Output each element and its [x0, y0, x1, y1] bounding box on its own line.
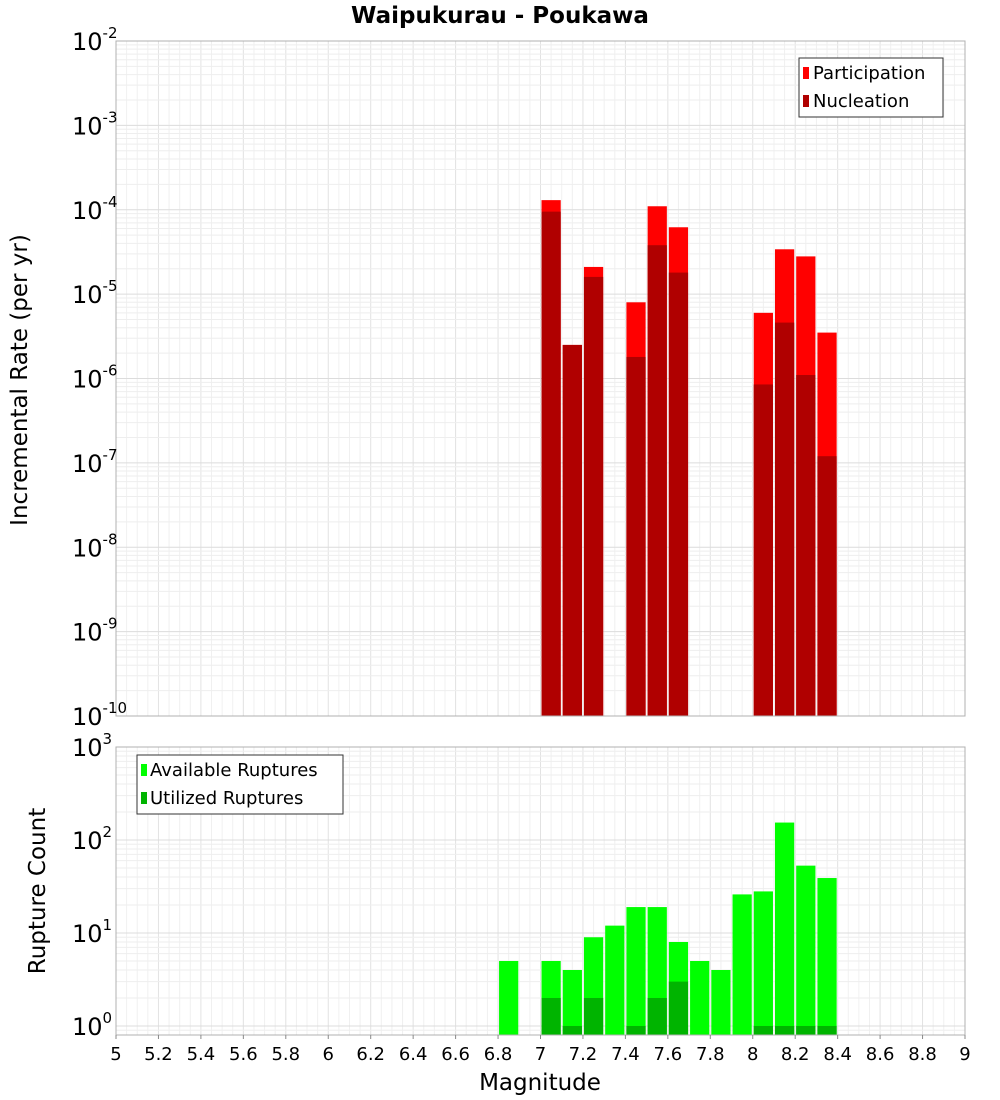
top-y-tick-label: 10-5: [72, 277, 118, 309]
top-y-axis-label: Incremental Rate (per yr): [7, 234, 33, 526]
top-y-tick-labels: 10-10 10-9 10-8 10-7 10-6 10-5 10-4 10-3 10-2: [72, 24, 127, 731]
top-y-tick-label: 10-2: [72, 24, 118, 56]
x-tick-label: 5.8: [271, 1044, 300, 1065]
top-y-tick-label: 10-3: [72, 108, 118, 140]
x-tick-label: 7.4: [611, 1044, 640, 1065]
legend-nucleation-label: Nucleation: [813, 91, 909, 112]
top-y-tick-label: 10-6: [72, 362, 118, 394]
bottom-bar-available-ruptures: [690, 960, 710, 1035]
x-tick-label: 5: [110, 1044, 121, 1065]
top-bars: [541, 200, 837, 717]
top-y-tick-label: 10-8: [72, 530, 118, 562]
top-y-tick-label: 10-4: [72, 193, 118, 225]
top-y-tick-label: 10-7: [72, 446, 118, 478]
top-bar-nucleation: [817, 456, 837, 716]
x-tick-label: 7: [535, 1044, 546, 1065]
top-bar-nucleation: [541, 211, 561, 716]
top-bar-nucleation: [668, 272, 689, 716]
bottom-bar-utilized-ruptures: [647, 997, 667, 1035]
top-grid: [115, 40, 966, 717]
top-plot-frame: [115, 40, 966, 717]
bottom-y-tick-label: 100: [72, 1009, 112, 1041]
top-bar-nucleation: [583, 276, 604, 716]
legend-utilized-label: Utilized Ruptures: [150, 788, 303, 809]
bottom-bar-utilized-ruptures: [541, 997, 561, 1035]
bottom-bar-available-ruptures: [711, 969, 731, 1035]
top-bar-nucleation: [626, 356, 646, 716]
top-y-tick-label: 10-10: [72, 699, 127, 731]
x-tick-label: 7.6: [654, 1044, 683, 1065]
x-tick-label: 8.8: [908, 1044, 937, 1065]
top-plot-area: 10-10 10-9 10-8 10-7 10-6 10-5 10-4 10-3 10-2 In…: [7, 24, 966, 731]
x-tick-label: 8.2: [781, 1044, 810, 1065]
bottom-bar-available-ruptures: [732, 894, 752, 1035]
top-legend: Participation Nucleation: [798, 57, 944, 118]
bottom-bar-utilized-ruptures: [626, 1025, 646, 1035]
bottom-bar-available-ruptures: [753, 891, 773, 1035]
x-tick-label: 6.2: [356, 1044, 385, 1065]
x-tick-label: 5.4: [187, 1044, 216, 1065]
x-tick-label: 6.8: [484, 1044, 513, 1065]
bottom-bar-utilized-ruptures: [753, 1025, 773, 1035]
x-tick-label: 6: [323, 1044, 334, 1065]
top-bar-nucleation: [562, 344, 582, 716]
bottom-y-tick-label: 102: [72, 823, 112, 855]
x-tick-labels: 5 5.2 5.4 5.6 5.8 6 6.2 6.4 6.6 6.8 7 7.2 7.4 7.6 7.8 8…: [110, 1035, 971, 1065]
bottom-bar-utilized-ruptures: [796, 1025, 816, 1035]
bottom-bar-available-ruptures: [562, 969, 582, 1035]
bottom-bar-utilized-ruptures: [562, 1025, 582, 1035]
bottom-bar-utilized-ruptures: [668, 981, 689, 1035]
legend-participation-swatch: [803, 67, 809, 79]
top-bar-nucleation: [774, 322, 795, 716]
bottom-bar-available-ruptures: [605, 925, 625, 1035]
x-tick-label: 8.4: [823, 1044, 852, 1065]
bottom-bar-utilized-ruptures: [774, 1025, 795, 1035]
bottom-bar-utilized-ruptures: [817, 1025, 837, 1035]
bottom-bar-available-ruptures: [817, 878, 837, 1035]
legend-available-label: Available Ruptures: [150, 760, 318, 781]
legend-nucleation-swatch: [803, 95, 809, 107]
x-tick-label: 6.6: [441, 1044, 470, 1065]
x-axis-label: Magnitude: [479, 1070, 601, 1096]
bottom-plot-area: 100 101 102 103 5 5.2 5.4 5.6 5.8 6 6.2 6.4 6.6 6.8 7…: [25, 730, 971, 1096]
x-tick-label: 5.6: [229, 1044, 258, 1065]
top-bar-nucleation: [647, 245, 667, 717]
bottom-bar-available-ruptures: [796, 865, 816, 1035]
legend-available-swatch: [141, 764, 147, 776]
legend-participation-label: Participation: [813, 63, 925, 84]
bottom-y-tick-label: 101: [72, 916, 112, 948]
x-tick-label: 5.2: [144, 1044, 173, 1065]
bottom-y-axis-label: Rupture Count: [25, 808, 51, 974]
chart-title: Waipukurau - Poukawa: [351, 3, 649, 29]
bottom-bar-available-ruptures: [499, 960, 519, 1035]
bottom-y-tick-labels: 100 101 102 103: [72, 730, 112, 1041]
top-bar-nucleation: [753, 384, 773, 716]
bottom-bar-available-ruptures: [774, 822, 795, 1035]
x-tick-label: 7.2: [569, 1044, 598, 1065]
x-tick-label: 8: [747, 1044, 758, 1065]
bottom-bars: [499, 822, 837, 1035]
top-y-tick-label: 10-9: [72, 615, 118, 647]
top-bar-nucleation: [796, 375, 816, 716]
bottom-bar-utilized-ruptures: [583, 997, 604, 1035]
x-tick-label: 8.6: [866, 1044, 895, 1065]
x-tick-label: 9: [959, 1044, 970, 1065]
x-tick-label: 7.8: [696, 1044, 725, 1065]
bottom-y-tick-label: 103: [72, 730, 112, 762]
bottom-legend: Available Ruptures Utilized Ruptures: [136, 754, 344, 815]
x-tick-label: 6.4: [399, 1044, 428, 1065]
legend-utilized-swatch: [141, 792, 147, 804]
bottom-bar-available-ruptures: [626, 907, 646, 1035]
